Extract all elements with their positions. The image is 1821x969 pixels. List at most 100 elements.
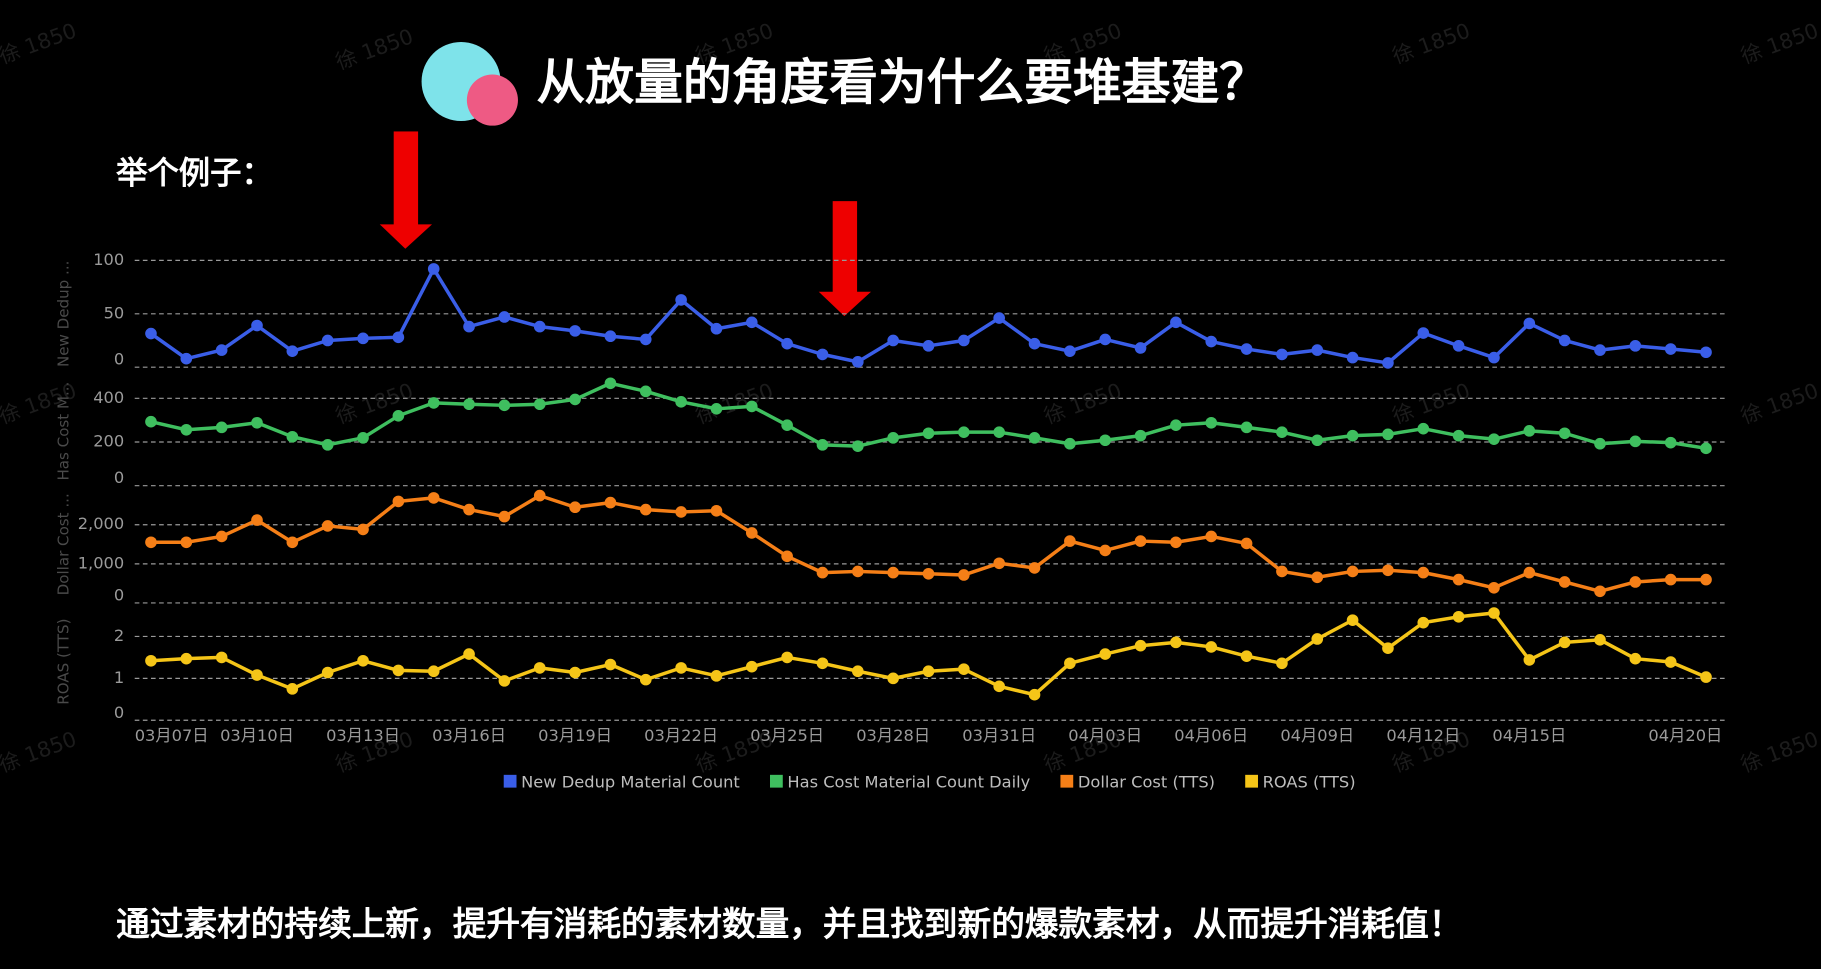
data-point xyxy=(392,664,405,677)
data-point xyxy=(1346,614,1359,626)
data-point xyxy=(1488,433,1500,445)
data-point xyxy=(781,337,793,350)
y-axis-label: Has Cost M... xyxy=(54,382,72,481)
y-tick-label: 2,000 xyxy=(78,514,125,533)
data-point xyxy=(1028,337,1041,350)
arrow xyxy=(379,131,433,249)
data-point xyxy=(1170,316,1182,329)
data-point xyxy=(533,489,546,502)
data-point xyxy=(1346,565,1359,578)
data-point xyxy=(1629,576,1642,588)
data-point xyxy=(286,536,299,549)
data-point xyxy=(427,492,440,504)
data-point xyxy=(1417,566,1430,579)
data-point xyxy=(533,320,546,333)
data-point xyxy=(1594,585,1606,598)
x-tick-label: 04月06日 xyxy=(1174,726,1248,745)
data-point xyxy=(958,663,970,675)
x-tick-label: 03月31日 xyxy=(962,726,1036,745)
x-tick-label: 04月09日 xyxy=(1280,726,1354,745)
data-point xyxy=(604,330,617,343)
x-tick-label: 04月20日 xyxy=(1648,726,1722,745)
data-point xyxy=(1488,581,1500,594)
data-point xyxy=(1134,342,1147,354)
data-point xyxy=(993,680,1005,693)
data-point xyxy=(427,263,440,275)
y-axis-label: Dollar Cost ... xyxy=(54,493,72,595)
data-point xyxy=(251,669,263,681)
data-point xyxy=(1276,565,1288,578)
data-point xyxy=(1205,530,1218,543)
data-point xyxy=(392,495,405,508)
data-point xyxy=(710,504,723,517)
data-point xyxy=(1205,335,1218,348)
data-point xyxy=(1311,633,1324,645)
data-point xyxy=(1417,422,1430,435)
y-tick-label: 1 xyxy=(114,668,124,687)
data-point xyxy=(781,550,793,563)
data-point xyxy=(251,319,263,332)
slide-title: 从放量的角度看为什么要堆基建？ xyxy=(537,54,1268,111)
data-point xyxy=(498,675,511,687)
data-point xyxy=(286,683,299,695)
data-point xyxy=(1488,351,1500,364)
logo-circle xyxy=(466,74,518,126)
y-tick-label: 100 xyxy=(93,250,124,269)
data-point xyxy=(745,660,758,673)
y-tick-label: 0 xyxy=(114,350,124,369)
legend: New Dedup Material Count Has Cost Materia… xyxy=(503,772,1356,791)
data-point xyxy=(922,427,935,440)
data-point xyxy=(852,440,864,452)
watermark: 徐 1850 xyxy=(0,727,80,777)
legend-swatch xyxy=(1060,774,1074,788)
data-point xyxy=(887,334,899,347)
data-point xyxy=(604,658,617,671)
data-point xyxy=(1311,344,1324,356)
data-point xyxy=(145,415,157,428)
data-point xyxy=(745,527,758,539)
data-point xyxy=(1594,437,1606,450)
x-tick-label: 03月13日 xyxy=(326,726,400,745)
data-point xyxy=(1311,571,1324,584)
legend-label: Dollar Cost (TTS) xyxy=(1078,772,1215,791)
data-point xyxy=(1276,426,1288,438)
data-point xyxy=(1276,348,1288,361)
data-point xyxy=(215,421,228,434)
data-point xyxy=(180,423,193,436)
data-line xyxy=(150,611,1707,697)
data-point xyxy=(463,648,475,660)
x-tick-label: 04月03日 xyxy=(1068,726,1142,745)
y-tick-label: 2 xyxy=(114,626,124,645)
data-point xyxy=(1629,340,1642,352)
data-point xyxy=(321,334,334,347)
data-point xyxy=(1382,564,1394,577)
data-point xyxy=(1382,642,1394,655)
data-point xyxy=(710,322,723,335)
data-point xyxy=(180,652,193,665)
data-point xyxy=(286,430,299,443)
watermark: 徐 1850 xyxy=(1738,18,1821,68)
data-point xyxy=(1240,537,1253,550)
data-point xyxy=(816,566,829,579)
data-point xyxy=(1240,343,1253,355)
x-tick-label: 03月28日 xyxy=(856,726,930,745)
data-point xyxy=(958,426,970,438)
data-point xyxy=(887,432,899,444)
data-point xyxy=(958,569,970,581)
data-point xyxy=(745,400,758,413)
data-point xyxy=(1346,429,1359,442)
data-point xyxy=(604,496,617,509)
data-point xyxy=(1700,346,1712,359)
data-point xyxy=(1028,432,1041,444)
legend-swatch xyxy=(503,774,517,788)
subtitle: 举个例子： xyxy=(115,154,273,191)
data-point xyxy=(1700,671,1712,683)
watermark: 徐 1850 xyxy=(1041,378,1125,428)
data-point xyxy=(251,514,263,526)
data-point xyxy=(993,426,1005,438)
data-point xyxy=(569,393,581,406)
data-point xyxy=(852,565,864,578)
data-point xyxy=(887,566,899,579)
data-point xyxy=(1099,434,1112,447)
data-point xyxy=(1099,333,1112,346)
